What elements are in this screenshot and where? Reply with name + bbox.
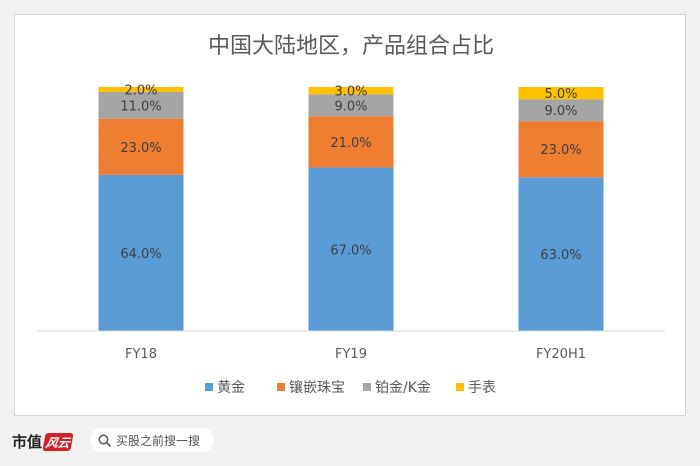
x-tick-label-fy18: FY18 [125, 347, 157, 362]
legend-label-s0: 黄金 [217, 379, 245, 396]
legend-label-s1: 镶嵌珠宝 [289, 379, 345, 396]
stacked-bar-chart: 中国大陆地区，产品组合占比 64.0% 23.0% 11.0%2.0% 67.0% 21… [37, 34, 665, 396]
search-box[interactable]: 买股之前搜一搜 [90, 428, 214, 452]
bar-segment-fy18-s1 [98, 118, 184, 175]
data-label-fy18-s0: 64.0% [120, 247, 161, 262]
search-placeholder: 买股之前搜一搜 [116, 433, 201, 448]
bar-segment-fy18-s0 [98, 174, 184, 331]
x-tick-label-fy19: FY19 [335, 347, 367, 362]
data-label-fy18-s3: 2.0% [124, 83, 157, 98]
bar-segment-fy20h1-s3 [518, 87, 604, 100]
legend: 黄金 镶嵌珠宝 铂金/K金 手表 [205, 379, 496, 396]
x-tick-label-fy20h1: FY20H1 [536, 347, 586, 362]
chart-card: 中国大陆地区，产品组合占比 64.0% 23.0% 11.0% 2.0% 67.0% 21… [14, 14, 686, 416]
bar-segment-fy19-s2 [308, 94, 394, 117]
legend-swatch-s0 [205, 383, 213, 391]
data-label-fy20h1-s1: 23.0% [540, 143, 581, 158]
data-label-fy19-s1: 21.0% [330, 136, 371, 151]
legend-swatch-s2 [363, 383, 371, 391]
bars-group: 64.0%23.0%11.0%2.0%67.0%21.0%9.0%3.0%63.… [98, 83, 604, 331]
legend-swatch-s1 [277, 383, 285, 391]
legend-swatch-s3 [456, 383, 464, 391]
bar-segment-fy20h1-s2 [518, 99, 604, 122]
footer-bar: 市值 风云 买股之前搜一搜 [0, 418, 700, 466]
bar-segment-fy20h1-s0 [518, 177, 604, 331]
data-label-fy18-s1: 23.0% [120, 141, 161, 156]
chart-title: 中国大陆地区，产品组合占比 [208, 34, 494, 59]
brand[interactable]: 市值 风云 [12, 431, 74, 452]
bar-segment-fy19-s0 [308, 167, 394, 331]
data-label-fy20h1-s3: 5.0% [544, 87, 577, 102]
x-axis-labels: FY18 FY19 FY20H1 [125, 347, 586, 362]
legend-label-s2: 铂金/K金 [375, 380, 431, 396]
data-label-fy19-s2: 9.0% [334, 99, 367, 114]
bar-segment-fy20h1-s1 [518, 121, 604, 178]
data-label-fy20h1-s0: 63.0% [540, 248, 581, 263]
data-label-fy18-s2: 11.0% [120, 99, 161, 114]
data-label-fy19-s3: 3.0% [334, 85, 367, 100]
bar-segment-fy18-s2 [98, 91, 184, 119]
brand-logo: 风云 [42, 432, 74, 451]
data-label-fy20h1-s2: 9.0% [544, 104, 577, 119]
data-label-fy19-s0: 67.0% [330, 243, 371, 258]
bar-segment-fy19-s1 [308, 116, 394, 168]
search-icon [98, 434, 111, 447]
brand-name: 市值 [12, 433, 43, 451]
bar-segment-fy19-s3 [308, 87, 394, 95]
legend-label-s3: 手表 [468, 380, 496, 396]
bar-segment-fy18-s3 [98, 87, 184, 92]
